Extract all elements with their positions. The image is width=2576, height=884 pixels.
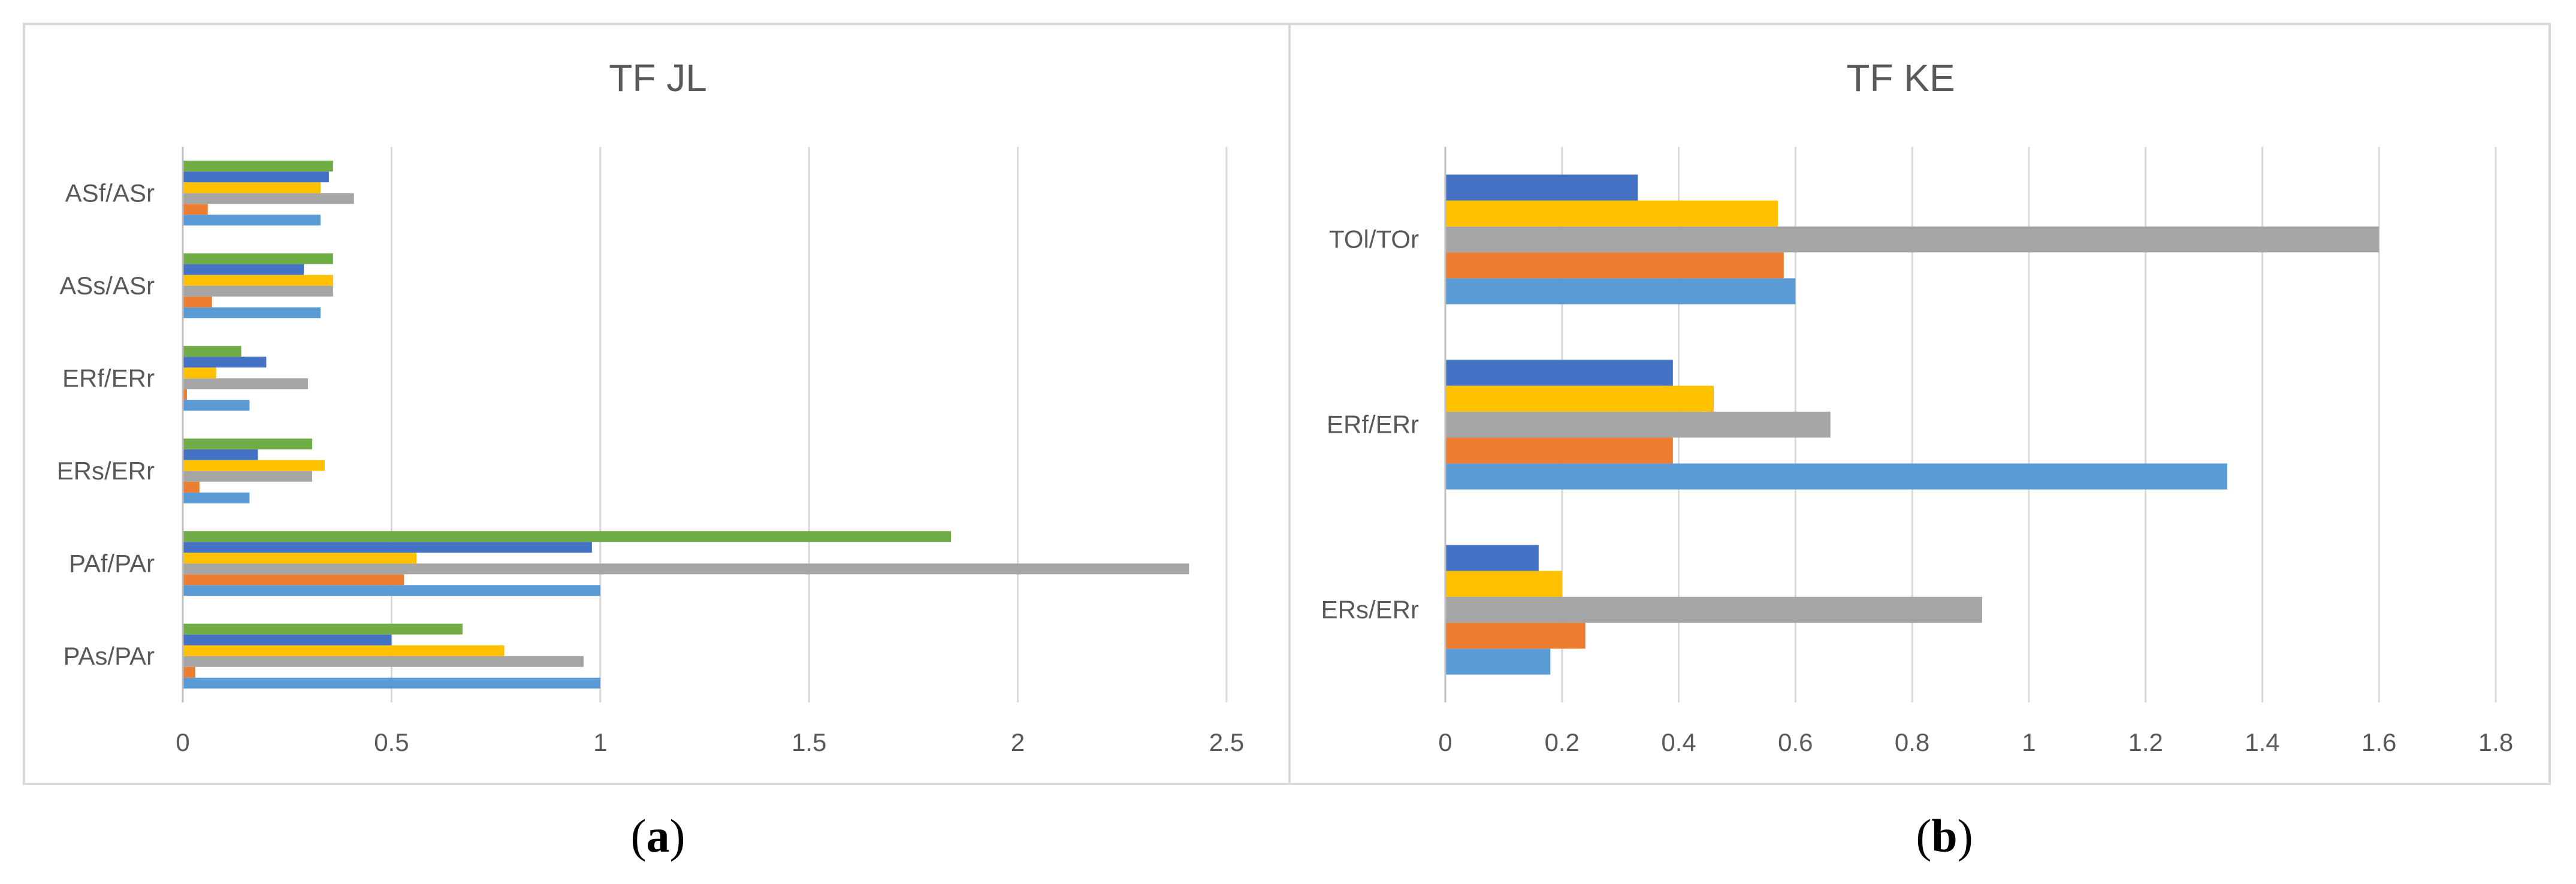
chart-title: TF JL: [609, 56, 707, 99]
category-label: ASs/ASr: [59, 271, 155, 300]
bar: [183, 645, 505, 656]
x-tick-label: 0.8: [1895, 728, 1929, 756]
bar: [1445, 385, 1714, 412]
bar: [1445, 545, 1539, 571]
bar: [1445, 226, 2379, 253]
bar: [183, 563, 1189, 575]
bar: [183, 492, 250, 503]
category-label: ASf/ASr: [65, 179, 155, 207]
x-tick-label: 0.4: [1661, 728, 1696, 756]
bar: [1445, 252, 1784, 279]
caption-letter: a: [646, 810, 670, 862]
bar: [1445, 648, 1551, 675]
bar: [1445, 174, 1638, 201]
category-label: ERs/ERr: [57, 457, 155, 485]
bar: [183, 367, 216, 379]
caption-close-paren: ): [1957, 810, 1973, 862]
bar: [1445, 596, 1982, 623]
bar: [183, 204, 208, 215]
bar: [183, 634, 392, 645]
bar: [183, 481, 200, 493]
panel-caption-b: (b): [1825, 809, 2064, 863]
bar: [1445, 411, 1831, 438]
bar: [183, 574, 404, 586]
x-tick-label: 1.8: [2478, 728, 2513, 756]
caption-letter: b: [1931, 810, 1958, 862]
caption-open-paren: (: [630, 810, 647, 862]
bar: [183, 285, 333, 297]
bar: [183, 677, 600, 689]
chart-frame: [23, 23, 2551, 785]
x-tick-label: 1.2: [2128, 728, 2163, 756]
x-tick-label: 1.5: [792, 728, 826, 756]
bar: [183, 438, 313, 449]
x-tick-label: 1: [2022, 728, 2036, 756]
caption-close-paren: ): [669, 810, 685, 862]
chart-title: TF KE: [1846, 56, 1955, 99]
x-tick-label: 2.5: [1209, 728, 1244, 756]
bar: [183, 470, 313, 482]
category-label: TOl/TOr: [1329, 225, 1419, 254]
x-tick-label: 1.6: [2361, 728, 2396, 756]
bar: [183, 193, 354, 204]
bar: [183, 171, 329, 183]
bar: [183, 389, 187, 400]
bar: [183, 182, 321, 194]
panel-caption-a: (a): [538, 809, 778, 863]
bar: [183, 666, 195, 678]
bar: [1445, 571, 1562, 597]
bar: [183, 296, 212, 307]
bar: [183, 357, 267, 368]
bar: [1445, 623, 1586, 649]
x-tick-label: 0: [176, 728, 189, 756]
category-label: ERf/ERr: [62, 364, 155, 392]
bar: [183, 161, 333, 172]
bar: [183, 215, 321, 226]
chart-panel-tf-ke: TF KE 0 0.2 0.4 0.6 0.8 1 1.2 1.4 1.6 1.8 ERs/ERr E…: [1321, 56, 2514, 756]
x-tick-label: 1: [593, 728, 607, 756]
x-tick-label: 0: [1438, 728, 1452, 756]
bar: [183, 531, 952, 542]
bar: [183, 449, 258, 460]
category-label: PAf/PAr: [69, 549, 155, 577]
bar: [183, 623, 463, 635]
chart-panel-tf-jl: TF JL 0 0.5 1 1.5 2 2.5 PAs/PAr PAf/PAr ERs/ERr E…: [57, 56, 1245, 756]
bar: [183, 274, 333, 286]
bar: [183, 656, 584, 667]
bar: [183, 307, 321, 318]
bar: [183, 460, 325, 471]
x-tick-label: 1.4: [2245, 728, 2279, 756]
bar: [1445, 438, 1673, 464]
category-label: PAs/PAr: [64, 642, 155, 670]
bar: [183, 253, 333, 264]
bar: [183, 346, 241, 357]
bar: [183, 400, 250, 411]
bar: [183, 585, 600, 596]
category-label: ERs/ERr: [1321, 596, 1419, 624]
bar: [183, 264, 304, 275]
category-label: ERf/ERr: [1327, 411, 1419, 439]
bar: [1445, 360, 1673, 386]
x-tick-label: 0.6: [1778, 728, 1813, 756]
x-tick-label: 0.5: [374, 728, 409, 756]
bar: [1445, 463, 2228, 490]
x-tick-label: 0.2: [1545, 728, 1580, 756]
caption-open-paren: (: [1916, 810, 1932, 862]
bar: [183, 542, 592, 553]
bar: [183, 553, 417, 564]
bar: [1445, 200, 1778, 227]
x-tick-label: 2: [1011, 728, 1025, 756]
bar: [1445, 278, 1796, 304]
bar: [183, 378, 309, 390]
